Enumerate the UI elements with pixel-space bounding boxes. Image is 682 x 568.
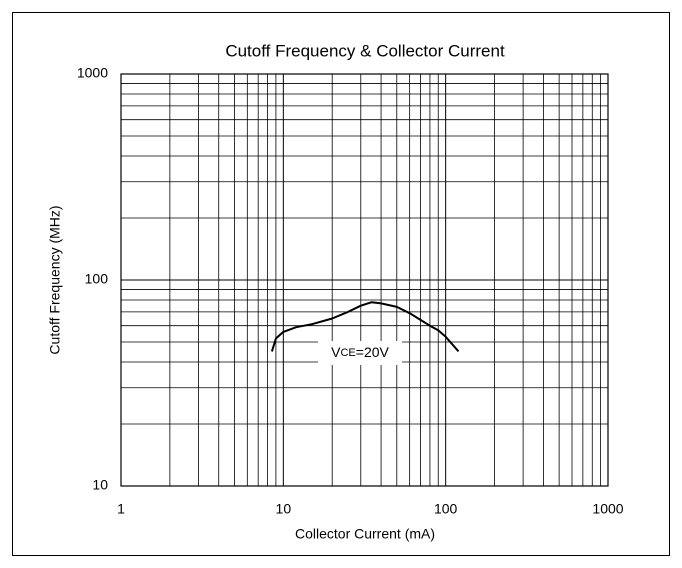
annotation: VCE=20V xyxy=(331,344,389,360)
y-tick-label: 100 xyxy=(85,271,109,287)
annotation-box xyxy=(318,341,402,365)
y-axis-label: Cutoff Frequency (MHz) xyxy=(47,205,63,354)
x-tick-label: 100 xyxy=(434,501,458,517)
plot xyxy=(270,301,460,353)
annotation-rest: =20V xyxy=(356,344,390,360)
plot-border xyxy=(120,73,609,487)
grid xyxy=(120,73,609,487)
x-tick-label: 1000 xyxy=(592,501,623,517)
y-tick-label: 10 xyxy=(92,477,108,493)
frame xyxy=(12,12,670,556)
x-tick-label: 10 xyxy=(276,501,292,517)
data-line xyxy=(270,301,460,353)
annotation-base: V xyxy=(331,344,341,360)
chart-title: Cutoff Frequency & Collector Current xyxy=(225,41,505,60)
y-tick-label: 1000 xyxy=(77,65,108,81)
x-axis-label: Collector Current (mA) xyxy=(295,526,435,542)
annotation-sub: CE xyxy=(340,347,355,359)
x-tick-label: 1 xyxy=(117,501,125,517)
